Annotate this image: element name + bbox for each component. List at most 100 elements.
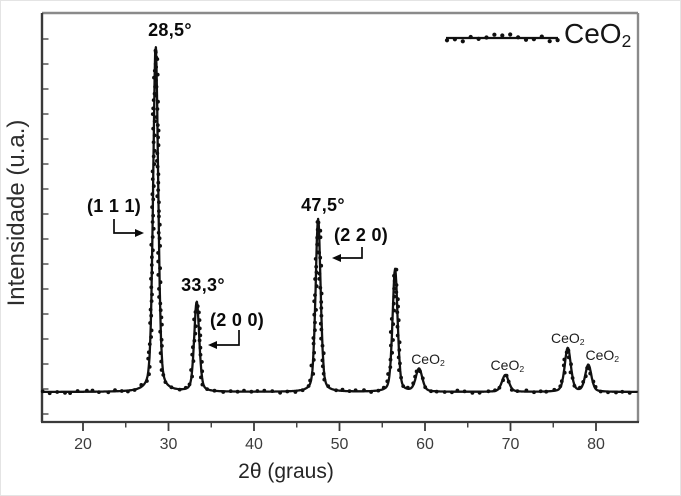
xrd-data-dot: [119, 389, 124, 393]
xrd-data-dot: [150, 235, 155, 239]
xrd-data-dot: [552, 387, 557, 392]
xrd-data-dot: [193, 324, 198, 329]
xrd-data-dot: [397, 340, 402, 345]
xrd-data-dot: [391, 338, 395, 342]
xrd-data-dot: [149, 242, 154, 247]
xrd-data-dot: [320, 343, 325, 348]
xrd-data-dot: [169, 385, 174, 390]
xrd-data-dot: [285, 389, 290, 394]
xrd-data-dot: [524, 388, 529, 393]
xrd-data-dot: [155, 72, 160, 77]
xrd-data-dot: [561, 363, 566, 368]
xrd-data-dot: [627, 391, 632, 395]
xrd-data-dot: [235, 389, 240, 394]
xrd-data-dot: [321, 371, 326, 376]
phase-formula-main: CeO: [585, 347, 615, 363]
xrd-data-dot: [320, 364, 325, 369]
xrd-data-dot: [319, 306, 324, 310]
x-tick-label-80: 80: [587, 436, 605, 453]
xrd-data-dot: [393, 274, 397, 279]
xrd-data-dot: [311, 341, 316, 346]
xrd-data-dot: [149, 328, 154, 333]
xrd-data-dot: [149, 276, 153, 281]
xrd-data-dot: [405, 385, 410, 390]
phase-formula-main: CeO: [550, 330, 580, 347]
x-tick-label-20: 20: [74, 436, 92, 453]
xrd-data-dot: [197, 318, 202, 322]
xrd-data-dot: [151, 213, 156, 218]
xrd-data-dot: [319, 336, 323, 341]
legend-dot: [476, 36, 481, 42]
xrd-data-dot: [312, 299, 317, 304]
xrd-data-dot: [506, 379, 511, 384]
x-axis-title: 2θ (graus): [238, 460, 334, 483]
x-tick-label-70: 70: [501, 436, 520, 453]
xrd-data-dot: [598, 389, 603, 394]
xrd-data-dot: [386, 372, 390, 376]
arrow-220-head: [332, 254, 341, 262]
xrd-data-dot: [212, 388, 217, 393]
phase-formula-sub: 2: [439, 358, 445, 369]
xrd-data-dot: [156, 172, 161, 177]
xrd-data-dot: [154, 84, 159, 89]
xrd-data-dot: [150, 169, 155, 174]
xrd-data-dot: [538, 389, 543, 394]
xrd-data-dot: [395, 310, 400, 315]
xrd-data-dot: [153, 62, 158, 66]
xrd-data-dot: [509, 388, 514, 392]
xrd-data-dot: [391, 322, 396, 326]
xrd-data-dot: [392, 286, 396, 291]
xrd-data-dot: [317, 250, 321, 255]
legend-dot: [508, 32, 513, 37]
phase-label-ceo2: CeO2: [485, 358, 529, 374]
xrd-data-dot: [156, 135, 161, 140]
legend-dot: [523, 37, 529, 42]
xrd-data-dot: [153, 50, 158, 55]
xrd-data-dot: [581, 380, 586, 384]
xrd-data-dot: [40, 389, 45, 394]
xrd-data-dot: [147, 365, 152, 369]
xrd-data-dot: [148, 321, 153, 325]
plot-frame: [40, 11, 640, 424]
xrd-data-dot: [515, 389, 520, 393]
legend-entry-ceo2: CeO2: [564, 20, 631, 50]
xrd-data-dot: [183, 385, 188, 390]
xrd-data-dot: [159, 368, 164, 372]
legend-dot: [452, 37, 457, 42]
xrd-data-dot: [75, 389, 80, 393]
phase-formula-sub: 2: [614, 353, 620, 364]
xrd-data-dot: [587, 366, 592, 371]
xrd-data-dot: [200, 360, 204, 364]
xrd-data-dot: [570, 376, 575, 380]
xrd-data-dot: [347, 389, 352, 393]
xrd-data-dot: [312, 350, 316, 355]
peak-angle-label-200: 33,3°: [181, 275, 225, 295]
arrow-220: [341, 247, 363, 259]
xrd-data-dot: [313, 257, 318, 261]
xrd-data-dot: [155, 159, 159, 163]
xrd-data-dot: [157, 295, 162, 299]
xrd-data-dot: [319, 300, 324, 304]
xrd-data-dot: [396, 304, 400, 309]
xrd-data-dot: [398, 361, 402, 366]
xrd-data-dot: [149, 299, 154, 303]
xrd-data-dot: [155, 107, 160, 111]
x-tick-label-50: 50: [330, 436, 349, 453]
xrd-data-dot: [319, 327, 324, 332]
xrd-data-dot: [362, 388, 366, 393]
xrd-data-dot: [620, 389, 625, 394]
xrd-data-dot: [397, 368, 401, 372]
xrd-data-dot: [156, 180, 161, 185]
xrd-data-dot: [155, 164, 160, 169]
xrd-data-dot: [160, 344, 164, 348]
xrd-data-dot: [159, 315, 164, 320]
xrd-data-dot: [156, 230, 161, 235]
xrd-data-dot: [376, 388, 381, 393]
xrd-data-dot: [158, 308, 163, 313]
xrd-data-dot: [306, 384, 311, 388]
phase-label-ceo2: CeO2: [406, 352, 450, 368]
xrd-data-dot: [157, 214, 161, 219]
xrd-data-dot: [315, 235, 320, 240]
xrd-data-dot: [315, 220, 320, 224]
xrd-data-dot: [156, 188, 161, 193]
